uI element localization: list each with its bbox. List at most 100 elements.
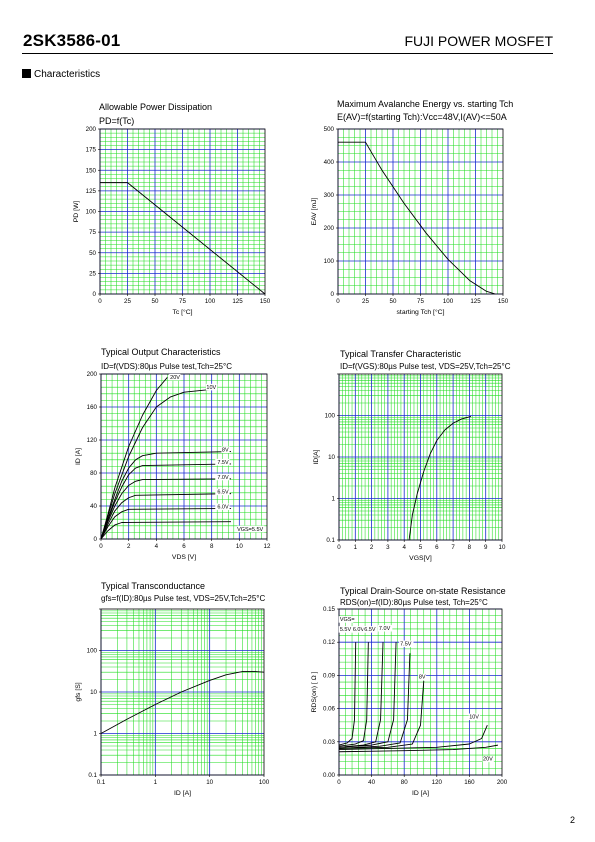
chart-title: Typical Transconductance (101, 581, 205, 591)
y-tick-label: 200 (324, 225, 335, 232)
y-axis-label: ID [A] (75, 448, 82, 465)
chart-1: 0 25 50 75 100 125 150 0 25 50 75 100 125 150 175 200 Al… (73, 102, 271, 316)
x-tick-label: 125 (470, 298, 481, 305)
curve-label-bg (169, 373, 181, 381)
x-tick-label: 0 (99, 543, 103, 550)
section-title: Characteristics (34, 69, 101, 80)
y-tick-label: 500 (324, 126, 335, 133)
chart-subtitle: RDS(on)=f(ID):80µs Pulse test, Tch=25°C (340, 598, 488, 607)
y-tick-label: 1 (332, 496, 336, 503)
series-line-7 (338, 725, 488, 750)
y-tick-label: 0.15 (323, 606, 336, 613)
x-tick-label: 25 (362, 298, 369, 305)
chart-title: Allowable Power Dissipation (99, 102, 212, 112)
curve-label: 6.5V (364, 627, 376, 633)
y-tick-label: 125 (86, 188, 97, 195)
chart-6: 0 40 80 120 160 200 0.00 0.03 0.06 0.09 0.12 0.15 Ty… (311, 586, 508, 797)
grid-major (337, 128, 503, 295)
y-axis-label: EAV [mJ] (311, 197, 318, 225)
x-tick-label: 8 (210, 543, 214, 550)
x-tick-label: 25 (124, 298, 131, 305)
x-axis-label: VGS[V] (409, 555, 432, 562)
y-tick-label: 0.03 (323, 739, 336, 746)
x-tick-label: 10 (236, 543, 243, 550)
y-tick-label: 160 (87, 404, 98, 411)
chart-4: 0 1 2 3 4 5 6 7 8 9 10 0.1 1 10 100 Typical Transfer Ch… (313, 349, 511, 562)
series-line-6 (338, 680, 425, 749)
series-line-1 (100, 377, 168, 540)
x-tick-label: 6 (435, 544, 439, 551)
x-tick-label: 100 (259, 779, 270, 786)
curve-label-bg (417, 673, 427, 681)
curve-label: 8V (222, 448, 229, 454)
y-tick-label: 10 (90, 689, 97, 696)
y-tick-label: 0.1 (326, 537, 335, 544)
y-tick-label: 0.09 (323, 672, 336, 679)
curve-label-bg (338, 626, 354, 633)
series-line-6 (100, 493, 232, 540)
plot-frame (338, 608, 503, 776)
x-tick-label: 0 (337, 544, 341, 551)
y-tick-label: 175 (86, 147, 97, 154)
y-tick-label: 0 (93, 291, 97, 298)
x-tick-label: 1 (354, 544, 358, 551)
y-tick-label: 25 (89, 270, 96, 277)
chart-subtitle: PD=f(Tc) (99, 116, 134, 126)
chart-title: Maximum Avalanche Energy vs. starting Tc… (337, 99, 513, 109)
chart-subtitle: gfs=f(ID):80µs Pulse test, VDS=25V,Tch=2… (101, 594, 265, 603)
curve-label: 7.0V (379, 626, 391, 632)
y-tick-label: 50 (89, 250, 96, 257)
chart-title: Typical Transfer Characteristic (340, 349, 462, 359)
x-tick-label: 150 (498, 298, 509, 305)
series-line-1 (408, 415, 472, 541)
y-axis-label: gfs [S] (75, 682, 82, 701)
curve-label: VGS=5.5V (237, 527, 263, 533)
curve-label-bg (215, 503, 230, 510)
y-tick-label: 80 (90, 470, 97, 477)
y-tick-label: 1 (94, 731, 98, 738)
y-tick-label: 0.12 (323, 639, 336, 646)
curve-label: 6.5V (217, 490, 229, 496)
x-tick-label: 125 (232, 298, 243, 305)
x-tick-label: 4 (155, 543, 159, 550)
x-tick-label: 200 (497, 779, 508, 786)
page-number: 2 (569, 815, 575, 825)
curve-label: 10V (206, 385, 216, 391)
series-line-1 (100, 671, 265, 734)
series-line-3 (100, 451, 232, 540)
chart-title: Typical Output Characteristics (101, 347, 221, 357)
x-axis-label: ID [A] (174, 790, 191, 797)
curve-label-bg (482, 755, 494, 763)
series-line-1 (100, 182, 266, 295)
curve-label: 8V (419, 675, 426, 681)
section-bullet (22, 69, 31, 78)
curve-label: 10V (469, 715, 479, 721)
part-number: 2SK3586-01 (23, 31, 121, 50)
x-axis-label: starting Tch [°C] (397, 308, 445, 316)
x-tick-label: 100 (205, 298, 216, 305)
x-axis-label: ID [A] (412, 790, 429, 797)
x-tick-label: 6 (182, 543, 186, 550)
y-tick-label: 40 (90, 503, 97, 510)
y-axis-label: RDS(on) [ Ω ] (311, 671, 318, 712)
curve-label-bg (237, 525, 265, 533)
chart-5: 0.1 1 10 100 0.1 1 10 100 Typical Transconductan… (75, 581, 270, 797)
x-tick-label: 40 (368, 779, 375, 786)
x-tick-label: 3 (386, 544, 390, 551)
series-line-4 (338, 642, 397, 748)
x-tick-label: 0 (336, 298, 340, 305)
product-family: FUJI POWER MOSFET (404, 33, 553, 49)
x-tick-label: 7 (451, 544, 455, 551)
y-axis-label: PD [W] (73, 201, 80, 223)
curve-label: 7.0V (217, 475, 229, 481)
y-tick-label: 75 (89, 229, 96, 236)
y-axis-label: ID[A] (313, 449, 320, 464)
x-tick-label: 5 (419, 544, 423, 551)
series-line-5 (100, 478, 232, 540)
x-tick-label: 50 (152, 298, 159, 305)
curve-label: 6.0V (353, 627, 365, 633)
y-tick-label: 100 (325, 413, 336, 420)
curve-label-bg (363, 626, 378, 633)
